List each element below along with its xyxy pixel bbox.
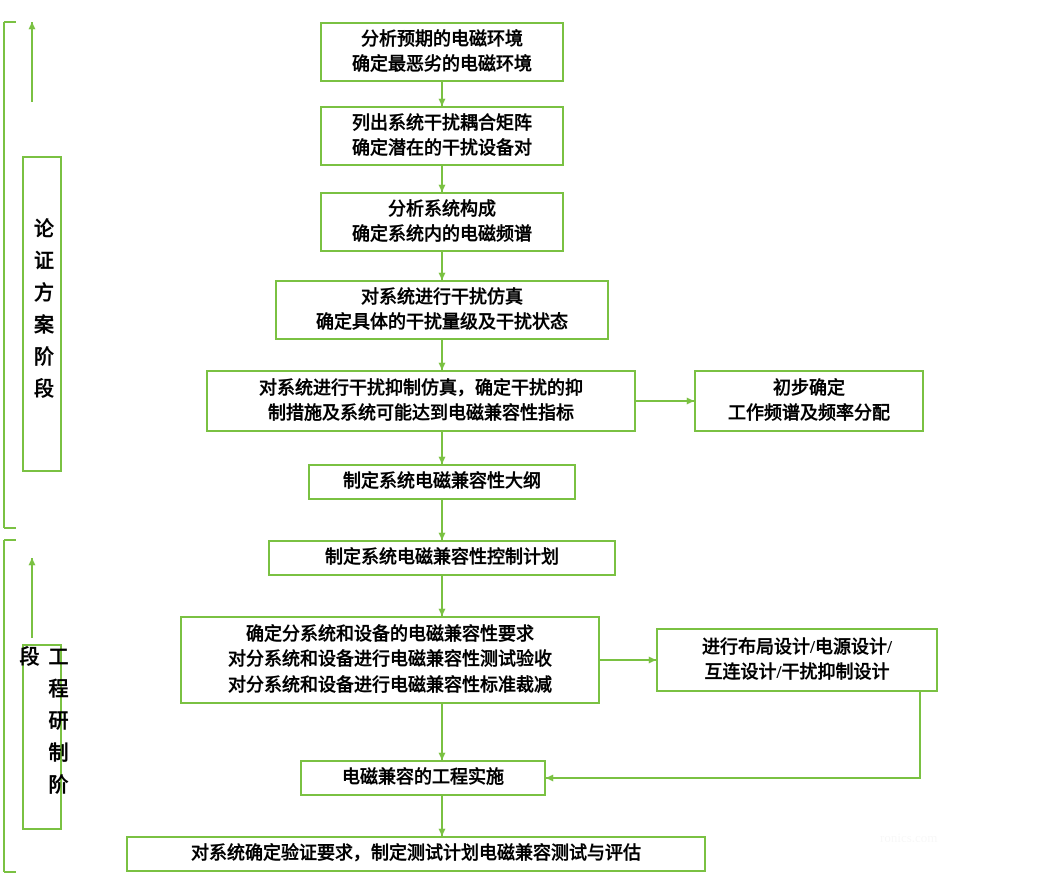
- node-n6: 初步确定工作频谱及频率分配: [694, 370, 924, 432]
- node-n1: 分析预期的电磁环境确定最恶劣的电磁环境: [320, 22, 564, 82]
- node-n6-line-1: 工作频谱及频率分配: [728, 401, 890, 426]
- node-n12: 对系统确定验证要求，制定测试计划电磁兼容测试与评估: [126, 836, 706, 872]
- phase-label-phase2: 工程研制阶段: [22, 644, 62, 830]
- node-n5-line-0: 对系统进行干扰抑制仿真，确定干扰的抑: [259, 376, 583, 401]
- node-n4-line-1: 确定具体的干扰量级及干扰状态: [316, 310, 568, 335]
- node-n1-line-0: 分析预期的电磁环境: [361, 27, 523, 52]
- node-n9-line-2: 对分系统和设备进行电磁兼容性标准裁减: [228, 673, 552, 698]
- node-n11: 电磁兼容的工程实施: [300, 760, 546, 796]
- node-n10-line-1: 互连设计/干扰抑制设计: [705, 660, 890, 685]
- node-n5: 对系统进行干扰抑制仿真，确定干扰的抑制措施及系统可能达到电磁兼容性指标: [206, 370, 636, 432]
- node-n7: 制定系统电磁兼容性大纲: [308, 464, 576, 500]
- phase-label-phase1: 论证方案阶段: [22, 156, 62, 472]
- node-n9-line-1: 对分系统和设备进行电磁兼容性测试验收: [228, 647, 552, 672]
- node-n2: 列出系统干扰耦合矩阵确定潜在的干扰设备对: [320, 106, 564, 166]
- node-n9: 确定分系统和设备的电磁兼容性要求对分系统和设备进行电磁兼容性测试验收对分系统和设…: [180, 616, 600, 704]
- node-n8-line-0: 制定系统电磁兼容性控制计划: [325, 545, 559, 570]
- node-n1-line-1: 确定最恶劣的电磁环境: [352, 52, 532, 77]
- node-n2-line-1: 确定潜在的干扰设备对: [352, 136, 532, 161]
- node-n10-line-0: 进行布局设计/电源设计/: [702, 635, 892, 660]
- node-n7-line-0: 制定系统电磁兼容性大纲: [343, 469, 541, 494]
- node-n4-line-0: 对系统进行干扰仿真: [361, 285, 523, 310]
- node-n5-line-1: 制措施及系统可能达到电磁兼容性指标: [268, 401, 574, 426]
- node-n10: 进行布局设计/电源设计/互连设计/干扰抑制设计: [656, 628, 938, 692]
- node-n6-line-0: 初步确定: [773, 376, 845, 401]
- node-n8: 制定系统电磁兼容性控制计划: [268, 540, 616, 576]
- node-n3-line-1: 确定系统内的电磁频谱: [352, 222, 532, 247]
- node-n2-line-0: 列出系统干扰耦合矩阵: [352, 111, 532, 136]
- node-n12-line-0: 对系统确定验证要求，制定测试计划电磁兼容测试与评估: [191, 841, 641, 866]
- node-n4: 对系统进行干扰仿真确定具体的干扰量级及干扰状态: [275, 280, 609, 340]
- watermark: ronics.com: [880, 830, 937, 846]
- node-n9-line-0: 确定分系统和设备的电磁兼容性要求: [246, 622, 534, 647]
- node-n11-line-0: 电磁兼容的工程实施: [342, 765, 504, 790]
- phase-label-text-phase1: 论证方案阶段: [28, 218, 57, 410]
- flowchart-canvas: 分析预期的电磁环境确定最恶劣的电磁环境列出系统干扰耦合矩阵确定潜在的干扰设备对分…: [0, 0, 1039, 891]
- node-n3-line-0: 分析系统构成: [388, 197, 496, 222]
- phase-label-text-phase2: 工程研制阶段: [13, 646, 71, 828]
- node-n3: 分析系统构成确定系统内的电磁频谱: [320, 192, 564, 252]
